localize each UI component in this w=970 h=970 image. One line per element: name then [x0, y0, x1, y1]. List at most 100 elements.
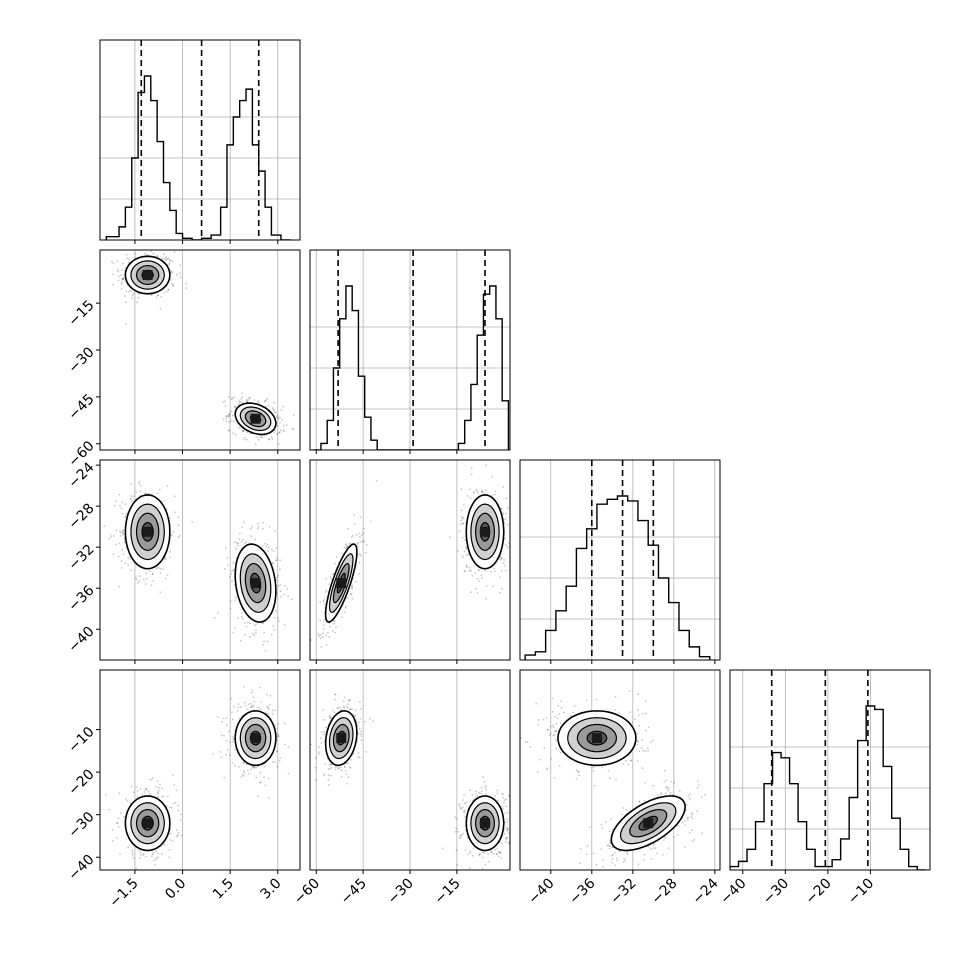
- sample-point: [273, 530, 276, 532]
- sample-point: [140, 485, 142, 487]
- sample-point: [355, 580, 358, 583]
- sample-point: [585, 853, 588, 856]
- sample-point: [259, 708, 262, 710]
- sample-point: [360, 735, 363, 737]
- sample-point: [504, 812, 507, 814]
- sample-point: [286, 587, 289, 590]
- sample-point: [240, 398, 243, 400]
- sample-point: [282, 429, 285, 431]
- sample-point: [132, 857, 135, 859]
- sample-point: [247, 769, 249, 772]
- sample-point: [558, 713, 561, 715]
- sample-point: [252, 766, 255, 769]
- sample-point: [283, 593, 285, 596]
- sample-point: [128, 290, 131, 293]
- sample-point: [334, 693, 337, 696]
- sample-point: [619, 850, 621, 853]
- sample-point: [155, 247, 157, 249]
- sample-point: [242, 538, 245, 541]
- density-peak: [250, 733, 261, 744]
- sample-point: [624, 759, 627, 762]
- sample-point: [344, 547, 347, 549]
- sample-point: [150, 584, 153, 587]
- sample-point: [614, 864, 617, 867]
- sample-point: [142, 854, 144, 857]
- sample-point: [482, 851, 485, 854]
- sample-point: [638, 800, 641, 803]
- sample-point: [177, 834, 179, 836]
- sample-point: [323, 619, 326, 621]
- sample-point: [637, 714, 640, 716]
- sample-point: [278, 620, 280, 622]
- sample-point: [137, 296, 140, 299]
- sample-point: [647, 726, 650, 729]
- sample-point: [460, 509, 463, 512]
- sample-point: [331, 573, 334, 576]
- sample-point: [481, 856, 484, 859]
- sample-point: [337, 766, 340, 769]
- sample-point: [240, 540, 243, 543]
- sample-point: [349, 767, 352, 769]
- sample-point: [156, 780, 159, 782]
- sample-point: [343, 696, 346, 699]
- sample-point: [240, 706, 243, 708]
- sample-point: [508, 841, 510, 844]
- sample-point: [546, 728, 549, 731]
- sample-point: [321, 731, 323, 733]
- sample-point: [343, 707, 346, 709]
- sample-point: [266, 705, 269, 708]
- sample-point: [365, 552, 367, 554]
- sample-point: [260, 701, 263, 703]
- sample-point: [138, 293, 141, 295]
- sample-point: [145, 244, 147, 246]
- sample-point: [278, 431, 281, 434]
- sample-point: [462, 832, 464, 835]
- density-peak: [336, 578, 347, 589]
- sample-point: [459, 807, 462, 809]
- sample-point: [351, 597, 354, 600]
- sample-point: [687, 816, 690, 819]
- sample-point: [122, 277, 125, 280]
- sample-point: [160, 852, 163, 855]
- sample-point: [250, 705, 253, 708]
- sample-point: [365, 751, 368, 753]
- sample-point: [485, 585, 488, 587]
- sample-point: [235, 547, 237, 550]
- sample-point: [114, 504, 116, 507]
- sample-point: [239, 400, 242, 403]
- sample-point: [493, 567, 495, 570]
- sample-point: [469, 488, 471, 491]
- sample-point: [282, 424, 285, 427]
- sample-point: [359, 701, 361, 703]
- sample-point: [139, 490, 142, 493]
- sample-point: [331, 709, 334, 712]
- sample-point: [105, 794, 107, 796]
- sample-point: [229, 419, 232, 422]
- sample-point: [131, 500, 134, 503]
- sample-point: [229, 607, 232, 610]
- sample-point: [243, 686, 246, 688]
- sample-point: [136, 795, 139, 798]
- sample-point: [272, 761, 274, 763]
- sample-point: [271, 709, 274, 712]
- sample-point: [130, 569, 133, 572]
- sample-point: [124, 267, 127, 269]
- sample-point: [263, 435, 266, 437]
- sample-point: [151, 493, 154, 495]
- sample-point: [250, 706, 252, 709]
- sample-point: [159, 783, 161, 786]
- sample-point: [472, 855, 474, 857]
- sample-point: [500, 793, 503, 796]
- sample-point: [553, 776, 556, 779]
- sample-point: [507, 811, 509, 814]
- sample-point: [515, 818, 517, 820]
- sample-point: [231, 762, 234, 764]
- sample-point: [360, 554, 362, 557]
- sample-point: [351, 588, 353, 590]
- sample-point: [118, 275, 120, 278]
- sample-point: [357, 752, 360, 754]
- sample-point: [449, 536, 451, 539]
- sample-point: [471, 575, 474, 577]
- sample-point: [276, 727, 279, 730]
- sample-point: [503, 522, 506, 524]
